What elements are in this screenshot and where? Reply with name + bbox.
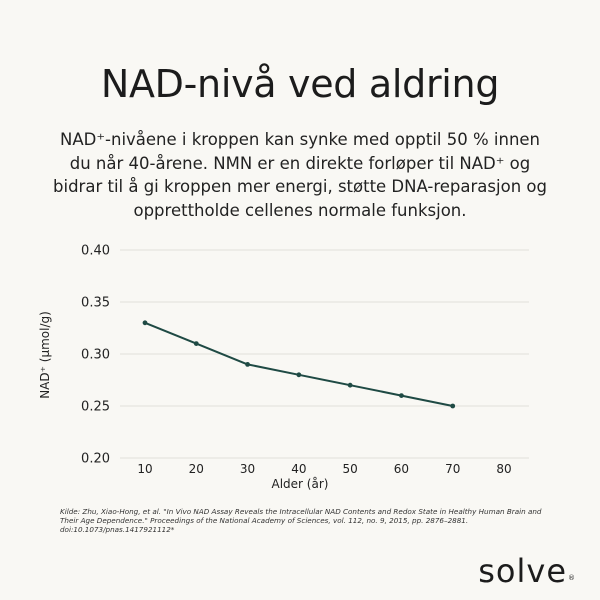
y-tick-label: 0.40 <box>81 244 110 259</box>
data-points <box>142 320 456 409</box>
source-citation: Kilde: Zhu, Xiao-Hong, et al. "In Vivo N… <box>60 507 542 534</box>
data-point <box>347 382 353 388</box>
x-tick-label: 40 <box>291 462 306 476</box>
data-point <box>296 372 302 378</box>
brand-logo: solve® <box>478 552 576 590</box>
y-tick-label: 0.25 <box>81 400 110 415</box>
data-point <box>193 341 199 346</box>
x-tick-label: 20 <box>189 462 204 476</box>
x-axis-ticks: 10 20 30 40 50 60 70 80 <box>137 462 511 476</box>
page-title: NAD-nivå ved aldring <box>100 62 500 106</box>
x-tick-label: 50 <box>343 462 358 476</box>
y-axis-label: NAD⁺ (µmol/g) <box>38 311 52 399</box>
data-point <box>450 403 456 409</box>
line-chart: 0.20 0.25 0.30 0.35 0.40 10 20 30 40 50 60 70 80 <box>81 244 529 476</box>
x-axis-label: Alder (år) <box>271 477 329 491</box>
x-tick-label: 60 <box>394 462 409 476</box>
y-axis-ticks: 0.20 0.25 0.30 0.35 0.40 <box>81 244 110 467</box>
y-tick-label: 0.30 <box>81 348 110 363</box>
x-tick-label: 30 <box>240 462 255 476</box>
gridlines <box>120 249 529 459</box>
registered-mark: ® <box>568 574 576 582</box>
x-tick-label: 80 <box>496 462 511 476</box>
x-tick-label: 10 <box>137 462 152 476</box>
data-point <box>399 393 404 398</box>
intro-text: NAD⁺-nivåene i kroppen kan synke med opp… <box>53 130 547 220</box>
y-tick-label: 0.20 <box>81 452 110 467</box>
y-tick-label: 0.35 <box>81 296 110 311</box>
data-point <box>245 362 250 367</box>
data-point <box>142 320 148 326</box>
nad-series-line <box>144 321 453 407</box>
x-tick-label: 70 <box>445 462 460 476</box>
brand-name: solve <box>478 552 567 590</box>
